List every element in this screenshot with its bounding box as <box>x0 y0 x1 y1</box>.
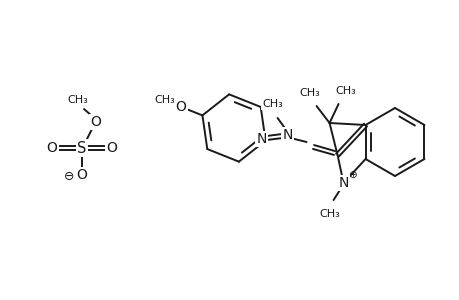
Text: CH₃: CH₃ <box>67 95 88 105</box>
Text: N: N <box>282 128 292 142</box>
Text: ⊕: ⊕ <box>347 170 356 180</box>
Text: O: O <box>106 141 117 155</box>
Text: N: N <box>256 132 266 146</box>
Text: O: O <box>175 100 186 114</box>
Text: O: O <box>76 168 87 182</box>
Text: CH₃: CH₃ <box>319 209 339 219</box>
Text: O: O <box>90 115 101 129</box>
Text: CH₃: CH₃ <box>298 88 319 98</box>
Text: CH₃: CH₃ <box>262 99 282 109</box>
Text: CH₃: CH₃ <box>154 95 174 105</box>
Text: ⊖: ⊖ <box>64 169 74 182</box>
Text: CH₃: CH₃ <box>335 86 355 96</box>
Text: S: S <box>77 140 86 155</box>
Text: N: N <box>338 176 348 190</box>
Text: O: O <box>46 141 57 155</box>
